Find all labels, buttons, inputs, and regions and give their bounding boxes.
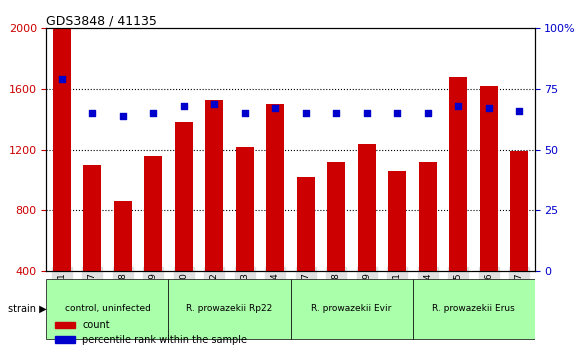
Bar [144,216,163,332]
Text: R. prowazekii Rp22: R. prowazekii Rp22 [187,304,272,314]
Bar [266,104,285,271]
Bar [418,223,437,332]
Bar [388,232,406,332]
Point [179,103,188,109]
Point [210,101,219,107]
Bar [388,171,406,271]
Bar [175,183,193,332]
Bar [479,147,498,332]
Bar [357,204,376,332]
Point [88,110,97,116]
Bar [266,165,285,332]
Bar [418,162,437,271]
Point [484,105,493,111]
FancyBboxPatch shape [290,279,413,339]
Bar [83,225,101,332]
Bar [357,144,376,271]
Text: control, uninfected: control, uninfected [64,304,150,314]
Text: strain ▶: strain ▶ [8,304,46,314]
Point [301,110,310,116]
Text: R. prowazekii Evir: R. prowazekii Evir [311,304,392,314]
Bar [114,262,132,332]
Bar [297,177,315,271]
Bar [144,156,163,271]
Bar [53,0,71,271]
Bar [205,99,223,271]
Bar [510,212,529,332]
Legend: count, percentile rank within the sample: count, percentile rank within the sample [51,316,252,349]
Bar [83,165,101,271]
Point [423,110,432,116]
Point [149,110,158,116]
Text: R. prowazekii Erus: R. prowazekii Erus [432,304,515,314]
Bar [175,122,193,271]
Point [332,110,341,116]
Point [515,108,524,114]
Point [271,105,280,111]
Point [240,110,249,116]
Point [362,110,371,116]
Text: GDS3848 / 41135: GDS3848 / 41135 [46,14,157,27]
Point [118,113,127,119]
Bar [297,238,315,332]
FancyBboxPatch shape [46,279,168,339]
FancyBboxPatch shape [168,279,290,339]
Bar [236,147,254,271]
Point [393,110,402,116]
Bar [205,160,223,332]
Bar [236,207,254,332]
Bar [53,28,71,332]
FancyBboxPatch shape [413,279,535,339]
Bar [510,151,529,271]
Bar [479,86,498,271]
Point [57,76,66,82]
Bar [449,77,467,271]
Bar [449,138,467,332]
Point [454,103,463,109]
Bar [327,162,345,271]
Bar [327,223,345,332]
Bar [114,201,132,271]
